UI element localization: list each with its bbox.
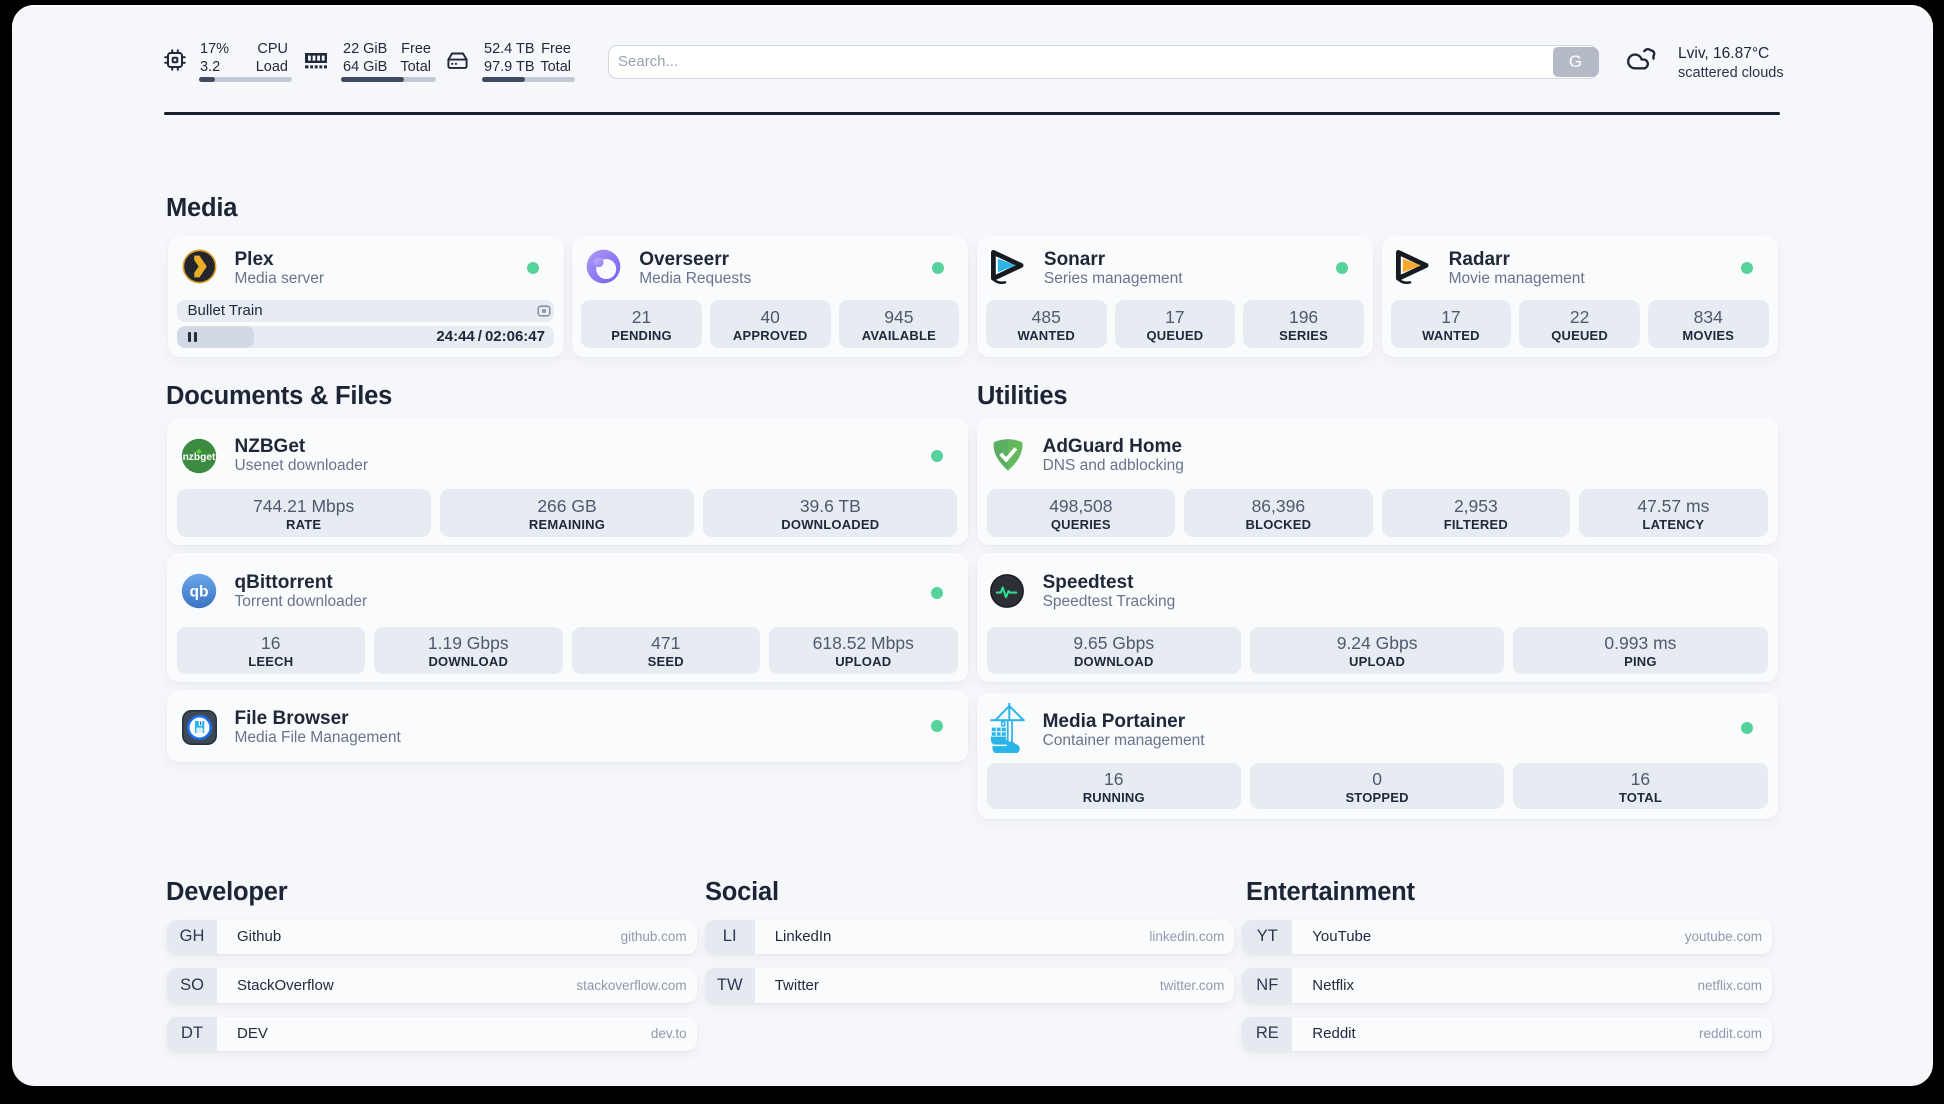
svg-text:nzbget: nzbget	[183, 451, 216, 462]
svg-text:qb: qb	[190, 583, 209, 600]
